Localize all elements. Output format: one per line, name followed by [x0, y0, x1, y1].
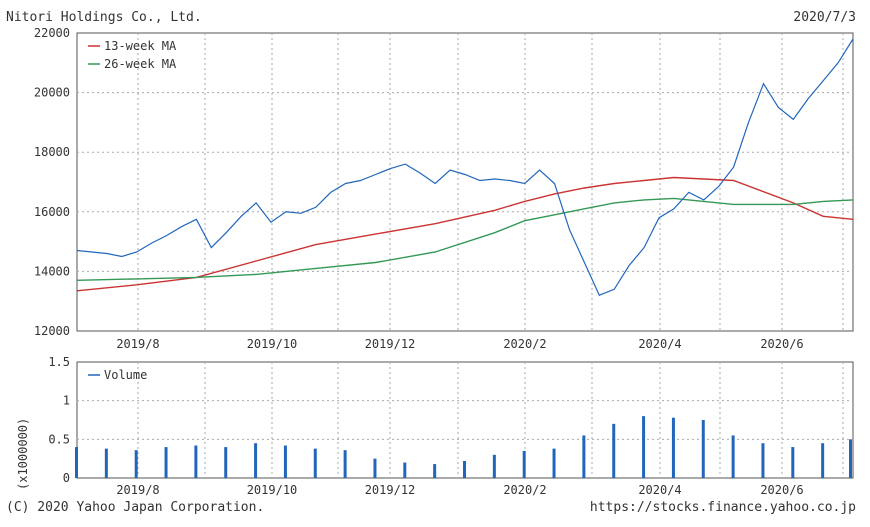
volume-bar — [433, 464, 437, 478]
volume-bar — [552, 448, 556, 478]
price-x-tick-2020-2: 2020/2 — [503, 337, 546, 351]
volume-bar — [134, 450, 138, 478]
volume-bar — [403, 462, 407, 478]
volume-bar — [283, 445, 287, 478]
volume-bar — [522, 450, 526, 478]
volume-bar — [612, 423, 616, 478]
price-plot-area — [76, 32, 854, 332]
volume-y-tick-0-5: 0.5 — [48, 432, 70, 446]
price-x-tick-2020-6: 2020/6 — [760, 337, 803, 351]
volume-bar — [821, 443, 825, 478]
volume-bar — [582, 435, 586, 478]
volume-bars — [75, 416, 852, 478]
copyright: (C) 2020 Yahoo Japan Corporation. — [6, 500, 265, 515]
volume-x-tick-2019-8: 2019/8 — [116, 483, 159, 497]
volume-y-tick-1: 1 — [63, 394, 70, 408]
legend-26-week-ma: 26-week MA — [104, 57, 177, 71]
price-y-tick-20000: 20000 — [34, 86, 70, 100]
price-x-tick-2019-8: 2019/8 — [116, 337, 159, 351]
volume-bar — [791, 447, 795, 478]
volume-bar — [731, 435, 735, 478]
series-26-week-ma-line — [76, 197, 854, 281]
volume-bar — [194, 445, 198, 478]
volume-bar — [761, 443, 765, 478]
volume-bar — [104, 448, 108, 478]
volume-bar — [701, 420, 705, 478]
volume-x-tick-2019-12: 2019/12 — [365, 483, 416, 497]
source-url: https://stocks.finance.yahoo.co.jp — [589, 500, 856, 515]
company-name: Nitori Holdings Co., Ltd. — [6, 10, 202, 25]
legend-13-week-ma: 13-week MA — [104, 39, 177, 53]
volume-bar — [849, 439, 852, 478]
volume-bar — [463, 460, 466, 478]
legend-volume: Volume — [104, 368, 147, 382]
volume-x-tick-2020-4: 2020/4 — [638, 483, 681, 497]
price-y-axis: 12000 14000 16000 18000 20000 22000 — [34, 26, 70, 338]
volume-bar — [164, 447, 168, 478]
price-grid — [77, 33, 853, 331]
price-y-tick-12000: 12000 — [34, 324, 70, 338]
price-y-tick-14000: 14000 — [34, 264, 70, 278]
series-price-line — [76, 38, 854, 296]
price-y-tick-18000: 18000 — [34, 145, 70, 159]
volume-bar — [373, 458, 377, 478]
volume-bar — [224, 447, 228, 478]
price-y-tick-22000: 22000 — [34, 26, 70, 40]
volume-y-tick-0: 0 — [63, 471, 70, 485]
price-x-tick-2020-4: 2020/4 — [638, 337, 681, 351]
volume-bar — [75, 447, 78, 478]
chart-date: 2020/7/3 — [793, 10, 856, 25]
volume-x-tick-2020-2: 2020/2 — [503, 483, 546, 497]
volume-bar — [343, 450, 347, 478]
volume-legend: Volume — [88, 368, 147, 382]
volume-y-axis: 0 0.5 1 1.5 — [48, 355, 70, 485]
price-x-tick-2019-10: 2019/10 — [247, 337, 298, 351]
volume-unit-label: (x1000000) — [16, 418, 30, 490]
price-lines — [76, 38, 854, 296]
volume-bar — [254, 443, 258, 478]
volume-y-tick-1-5: 1.5 — [48, 355, 70, 369]
volume-bar — [492, 454, 496, 478]
price-x-tick-2019-12: 2019/12 — [365, 337, 416, 351]
series-13-week-ma-line — [76, 176, 854, 292]
volume-bar — [313, 448, 317, 478]
volume-bar — [642, 416, 646, 478]
volume-x-tick-2019-10: 2019/10 — [247, 483, 298, 497]
volume-plot-area — [76, 361, 854, 479]
volume-bar — [671, 417, 675, 478]
price-y-tick-16000: 16000 — [34, 205, 70, 219]
volume-x-tick-2020-6: 2020/6 — [760, 483, 803, 497]
price-legend: 13-week MA 26-week MA — [88, 39, 177, 71]
volume-x-axis: 2019/8 2019/10 2019/12 2020/2 2020/4 2020/6 — [116, 483, 803, 497]
price-x-axis: 2019/8 2019/10 2019/12 2020/2 2020/4 2020/6 — [116, 337, 803, 351]
